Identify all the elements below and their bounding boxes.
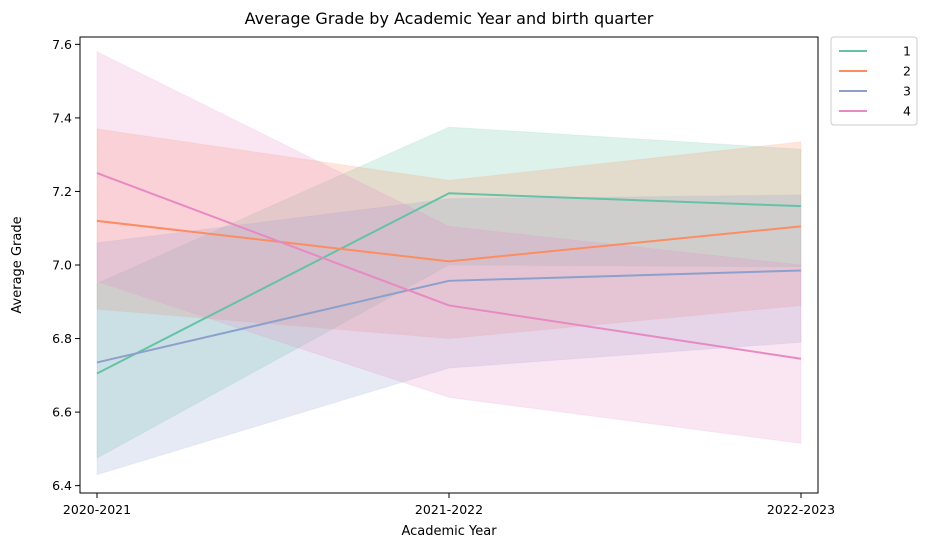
line-series-4 [96,172,802,360]
y-tick-label: 7.6 [52,37,72,52]
ci-band-series-2 [96,128,802,340]
legend-label-series-3: 3 [903,84,911,99]
legend-label-series-1: 1 [903,44,911,59]
x-axis: 2020-2021 2021-2022 2022-2023 [63,493,835,517]
y-tick-label: 7.0 [52,258,72,273]
legend: 1 2 3 4 [830,36,918,126]
y-axis: 6.4 6.6 6.8 7.0 7.2 7.4 7.6 [52,37,80,493]
line-series-2 [96,219,802,263]
x-tick-label: 2021-2022 [415,502,483,517]
series-lines [96,172,802,375]
y-tick-label: 6.6 [52,405,72,420]
legend-label-series-4: 4 [903,104,911,119]
y-tick-label: 6.4 [52,478,72,493]
line-series-3 [96,269,802,364]
y-tick-label: 7.4 [52,110,72,125]
ci-band-series-1 [96,126,802,459]
y-tick-label: 7.2 [52,184,72,199]
y-axis-label: Average Grade [10,216,25,313]
x-axis-label: Academic Year [401,524,497,539]
ci-band-series-4 [96,50,802,444]
legend-label-series-2: 2 [903,64,911,79]
y-tick-label: 6.8 [52,331,72,346]
legend-box [830,36,918,126]
x-tick-label: 2020-2021 [63,502,131,517]
confidence-bands [96,50,802,476]
x-tick-label: 2022-2023 [767,502,835,517]
ci-band-series-3 [96,194,802,476]
line-series-1 [96,192,802,375]
chart-title: Average Grade by Academic Year and birth… [245,9,654,28]
